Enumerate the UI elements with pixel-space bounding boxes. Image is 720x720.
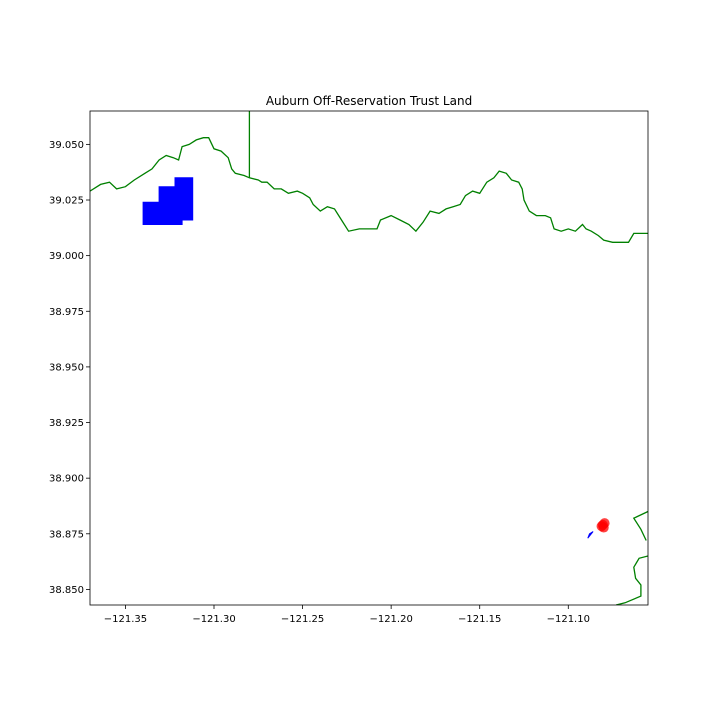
y-tick-label: 38.850	[49, 585, 84, 596]
plot-area	[90, 111, 648, 605]
trust-land-parcel	[142, 177, 194, 225]
x-axis: −121.35 −121.30 −121.25 −121.20 −121.15 −121.…	[104, 605, 590, 625]
y-tick-label: 38.875	[49, 529, 84, 540]
x-tick-label: −121.10	[547, 614, 590, 625]
y-tick-label: 39.000	[49, 251, 84, 262]
x-tick-label: −121.20	[369, 614, 412, 625]
y-tick-label: 38.975	[49, 307, 84, 318]
y-tick-label: 38.950	[49, 362, 84, 373]
southeast-boundary-lower	[615, 555, 648, 605]
location-point	[598, 522, 609, 533]
x-tick-label: −121.25	[281, 614, 324, 625]
y-tick-label: 38.900	[49, 474, 84, 485]
x-tick-label: −121.15	[458, 614, 501, 625]
x-tick-label: −121.35	[104, 614, 147, 625]
map-title: Auburn Off-Reservation Trust Land	[266, 94, 472, 108]
x-tick-label: −121.30	[192, 614, 235, 625]
plot-frame	[89, 110, 649, 606]
y-tick-label: 38.925	[49, 418, 84, 429]
southeast-boundary-upper	[632, 510, 648, 541]
y-tick-label: 39.025	[49, 196, 84, 207]
small-trust-parcel	[587, 531, 594, 539]
north-boundary	[90, 137, 648, 243]
y-axis: 38.850 38.875 38.900 38.925 38.950 38.975 39.0…	[49, 140, 90, 596]
y-tick-label: 39.050	[49, 140, 84, 151]
